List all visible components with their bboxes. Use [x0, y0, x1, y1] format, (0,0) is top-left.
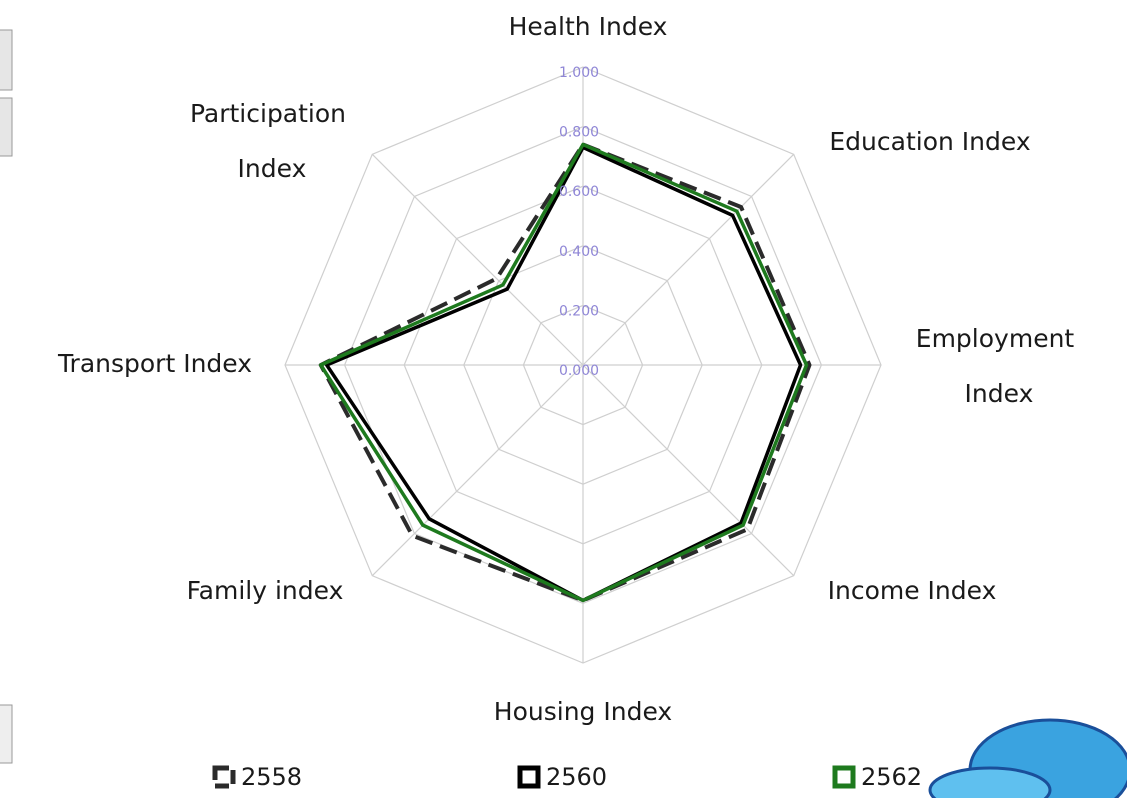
category-label-line: Index [230, 154, 307, 183]
side-panel [0, 704, 13, 764]
plot [318, 142, 812, 603]
category-label: Employment Index [916, 324, 1075, 408]
category-label: Participation Index [190, 99, 346, 183]
category-label: Housing Index [494, 697, 672, 726]
legend-label: 2560 [546, 763, 607, 791]
side-panel [0, 97, 13, 157]
r-tick-label: 0.200 [559, 303, 599, 319]
legend-swatch [832, 765, 856, 789]
legend-label: 2562 [861, 763, 922, 791]
r-tick-label: 0.000 [559, 363, 599, 379]
category-label: Transport Index [57, 349, 252, 378]
r-tick-label: 0.400 [559, 244, 599, 260]
category-label: Family index [187, 576, 344, 605]
logo [928, 766, 1052, 798]
r-tick-label: 0.800 [559, 125, 599, 141]
category-label: Income Index [828, 576, 997, 605]
series-line [319, 142, 809, 603]
side-panel [0, 29, 13, 91]
r-tick-label: 1.000 [559, 65, 599, 81]
legend-swatch [517, 765, 541, 789]
r-tick-label: 0.600 [559, 184, 599, 200]
legend-label: 2558 [241, 763, 302, 791]
category-label-line: Employment [916, 324, 1075, 353]
category-label-line: Participation [190, 99, 346, 128]
category-label: Education Index [829, 127, 1030, 156]
series-line [318, 142, 812, 603]
spoke [582, 364, 795, 577]
spoke [582, 153, 795, 366]
labels: 0.000 0.200 0.400 0.600 0.800 1.000 Health Ind… [57, 12, 1074, 791]
legend-swatch [212, 765, 236, 789]
grid [284, 66, 882, 664]
category-label: Health Index [509, 12, 668, 41]
spoke [371, 153, 584, 366]
spoke [371, 364, 584, 577]
category-label-line: Index [957, 379, 1034, 408]
